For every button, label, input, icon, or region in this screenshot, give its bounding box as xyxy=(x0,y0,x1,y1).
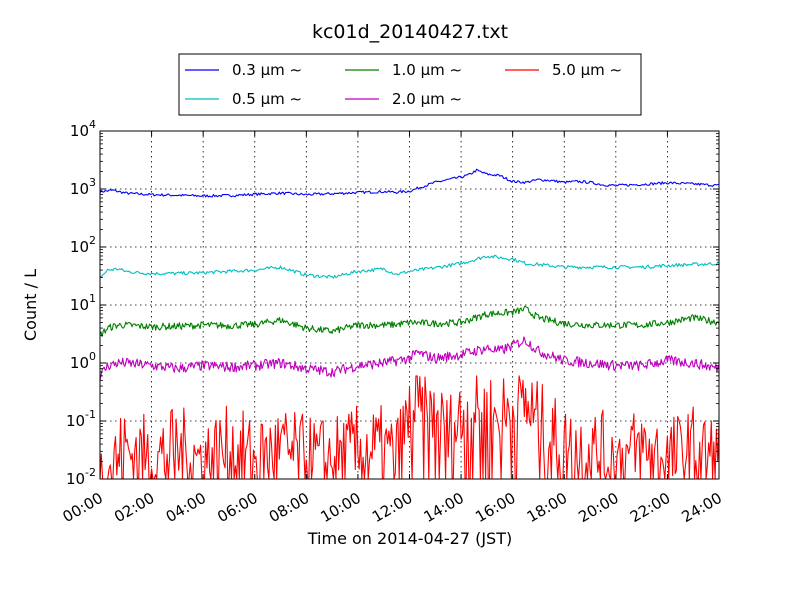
legend-label: 5.0 μm ∼ xyxy=(552,61,622,79)
ticks xyxy=(99,130,720,480)
legend: 0.3 μm ∼ 0.5 μm ∼ 1.0 μm ∼ 2.0 μm ∼ 5.0 μm ∼ xyxy=(178,53,642,116)
x-axis-label: Time on 2014-04-27 (JST) xyxy=(307,529,512,548)
y-tick-exponent: -1 xyxy=(85,408,96,421)
y-tick-exponent: 0 xyxy=(89,350,96,363)
series-line xyxy=(99,305,720,337)
y-tick-exponent: 3 xyxy=(89,176,96,189)
legend-label: 2.0 μm ∼ xyxy=(392,90,462,108)
y-tick-exponent: 1 xyxy=(89,292,96,305)
series-line xyxy=(99,168,719,198)
y-tick-exponent: -2 xyxy=(85,466,96,479)
y-tick-exponent: 2 xyxy=(89,234,96,247)
series-line xyxy=(99,336,720,381)
y-tick-exponent: 4 xyxy=(89,118,96,131)
chart-title: kc01d_20140427.txt xyxy=(312,21,508,43)
series-line xyxy=(99,254,720,279)
legend-box xyxy=(178,53,642,116)
legend-label: 0.5 μm ∼ xyxy=(232,90,302,108)
y-axis-label: Count / L xyxy=(21,269,40,341)
legend-label: 0.3 μm ∼ xyxy=(232,61,302,79)
legend-label: 1.0 μm ∼ xyxy=(392,61,462,79)
